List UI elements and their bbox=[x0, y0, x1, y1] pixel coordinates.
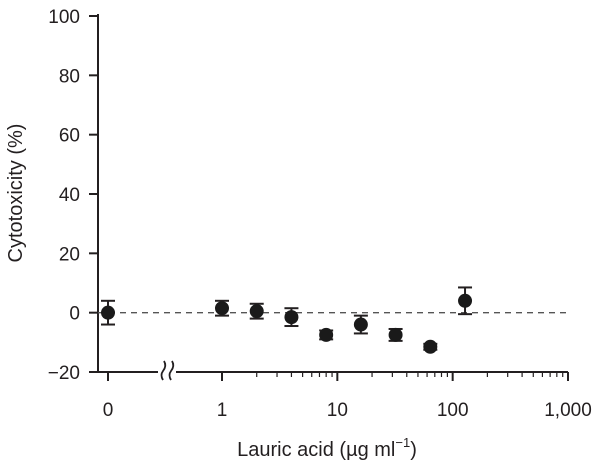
x-axis-ticks: 0 1 10 100 1,000 bbox=[103, 372, 592, 421]
y-axis-ticks: 100 80 60 40 20 0 −20 bbox=[48, 7, 98, 384]
data-point bbox=[319, 327, 334, 342]
x-tick-label: 10 bbox=[327, 400, 348, 421]
data-point bbox=[101, 299, 115, 326]
x-tick-label: 0 bbox=[103, 400, 114, 421]
x-axis-title-prefix: Lauric acid ( bbox=[237, 439, 346, 461]
data-point bbox=[458, 286, 473, 316]
x-axis-title-suffix: ) bbox=[410, 439, 417, 461]
x-tick-label: 1 bbox=[217, 400, 228, 421]
data-marker bbox=[319, 327, 334, 342]
data-marker bbox=[423, 339, 438, 354]
data-marker bbox=[458, 293, 473, 308]
x-tick-label: 1,000 bbox=[544, 400, 592, 421]
y-tick-label: 20 bbox=[59, 244, 80, 265]
x-axis-title: Lauric acid (µg ml−1) bbox=[237, 435, 417, 461]
y-tick-label: −20 bbox=[48, 363, 80, 384]
y-tick-label: 40 bbox=[59, 185, 80, 206]
data-point bbox=[423, 339, 438, 354]
y-tick-label: 100 bbox=[48, 7, 80, 28]
y-tick-label: 60 bbox=[59, 126, 80, 147]
data-marker bbox=[249, 304, 264, 319]
data-point bbox=[215, 299, 229, 317]
data-marker bbox=[353, 317, 368, 332]
data-point bbox=[353, 314, 368, 335]
data-point bbox=[249, 302, 264, 320]
x-axis-title-unit: µg ml bbox=[346, 439, 395, 461]
y-tick-label: 80 bbox=[59, 66, 80, 87]
data-marker bbox=[215, 301, 229, 316]
data-point bbox=[284, 307, 299, 328]
data-marker bbox=[101, 305, 115, 320]
data-points bbox=[101, 286, 473, 354]
axis-break-marker bbox=[160, 360, 175, 381]
data-point bbox=[388, 327, 403, 342]
x-tick-label: 100 bbox=[437, 400, 469, 421]
data-marker bbox=[284, 310, 299, 325]
y-axis-title: Cytotoxicity (%) bbox=[5, 124, 27, 263]
y-tick-label: 0 bbox=[69, 304, 80, 325]
data-marker bbox=[388, 327, 403, 342]
x-axis-title-exponent: −1 bbox=[395, 435, 410, 450]
